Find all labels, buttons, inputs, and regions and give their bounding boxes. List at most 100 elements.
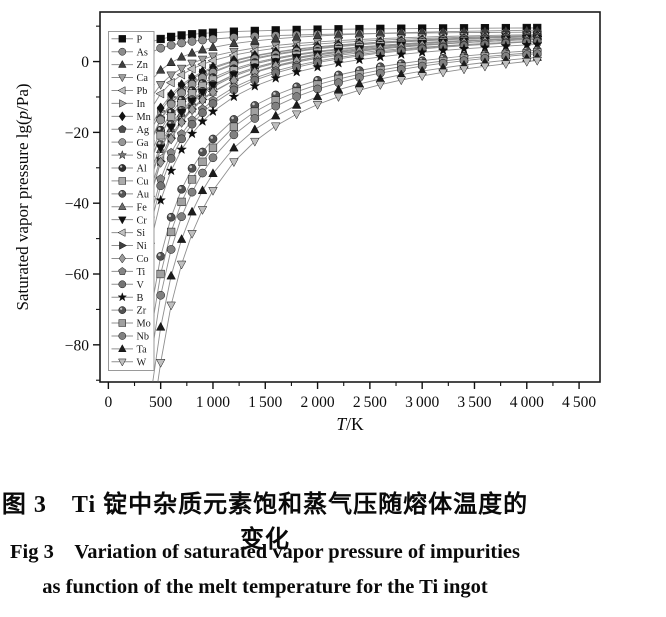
triangle-up-marker bbox=[176, 234, 187, 243]
star-marker bbox=[197, 115, 208, 126]
triangle-left-marker bbox=[117, 86, 126, 95]
circle-marker bbox=[177, 88, 186, 98]
triangle-up-marker bbox=[333, 84, 344, 94]
legend-label: Ta bbox=[137, 344, 148, 355]
circle-marker bbox=[166, 154, 176, 163]
x-tick-label: 2 000 bbox=[301, 394, 335, 411]
plot-frame bbox=[99, 11, 601, 383]
circle-marker bbox=[156, 43, 166, 53]
star-marker bbox=[500, 40, 512, 51]
legend-label: Fe bbox=[137, 202, 148, 213]
triangle-down-marker bbox=[459, 65, 469, 75]
square-marker bbox=[229, 122, 239, 131]
legend-item-P: P bbox=[111, 34, 143, 45]
triangle-down-marker bbox=[208, 187, 218, 196]
pentagon-marker bbox=[118, 267, 127, 275]
triangle-down-marker bbox=[522, 58, 532, 67]
triangle-down-marker bbox=[291, 110, 302, 120]
triangle-down-marker bbox=[197, 55, 208, 65]
legend-item-In: In bbox=[111, 99, 146, 110]
triangle-down-marker bbox=[118, 216, 127, 225]
star-marker bbox=[270, 72, 282, 83]
circle-marker bbox=[208, 34, 218, 44]
circle-marker bbox=[118, 47, 127, 56]
legend-label: Zn bbox=[137, 60, 148, 71]
legend-item-Si: Si bbox=[111, 228, 145, 239]
triangle-down-marker bbox=[187, 97, 197, 107]
legend-label: Cr bbox=[137, 215, 148, 226]
sphere-marker bbox=[166, 212, 176, 222]
diamond-marker bbox=[177, 116, 186, 128]
circle-marker bbox=[156, 181, 166, 191]
triangle-left-marker bbox=[197, 59, 206, 70]
legend-item-Pb: Pb bbox=[111, 86, 147, 97]
star-marker bbox=[312, 61, 324, 72]
legend-item-Fe: Fe bbox=[111, 202, 148, 213]
sphere-marker bbox=[156, 251, 166, 261]
circle-marker bbox=[187, 187, 197, 197]
triangle-down-marker bbox=[166, 123, 176, 133]
triangle-down-marker bbox=[187, 59, 197, 69]
legend-label: Co bbox=[137, 254, 149, 265]
legend-label: Ca bbox=[137, 73, 149, 84]
y-axis-title: Saturated vapor pressure lg(p/Pa) bbox=[13, 83, 32, 310]
triangle-up-marker bbox=[118, 202, 127, 210]
legend-item-Al: Al bbox=[111, 164, 147, 175]
square-marker bbox=[167, 112, 176, 121]
x-tick-label: 500 bbox=[149, 394, 173, 411]
triangle-down-marker bbox=[312, 101, 323, 110]
triangle-down-marker bbox=[176, 260, 187, 270]
x-tick-label: 2 500 bbox=[353, 394, 387, 411]
triangle-down-marker bbox=[354, 86, 365, 96]
diamond-marker bbox=[167, 133, 176, 145]
legend-item-Nb: Nb bbox=[111, 332, 149, 343]
diamond-marker bbox=[188, 104, 197, 116]
star-marker bbox=[395, 48, 407, 60]
legend-label: Zr bbox=[137, 306, 147, 317]
legend-item-Ca: Ca bbox=[111, 73, 149, 84]
star-marker bbox=[437, 44, 449, 56]
triangle-left-marker bbox=[165, 77, 175, 88]
square-marker bbox=[167, 32, 176, 41]
triangle-up-marker bbox=[176, 51, 187, 61]
triangle-left-marker bbox=[117, 228, 126, 237]
x-tick-label: 0 bbox=[104, 394, 112, 411]
circle-marker bbox=[118, 332, 127, 340]
star-marker bbox=[249, 80, 261, 91]
y-tick-label: 0 bbox=[81, 54, 89, 71]
series-Nb bbox=[145, 49, 542, 369]
y-axis: 0 −20 −40 −60 −80 bbox=[65, 25, 100, 381]
sphere-marker bbox=[229, 115, 239, 124]
circle-marker bbox=[187, 36, 197, 46]
triangle-up-marker bbox=[155, 321, 166, 331]
legend-label: In bbox=[137, 99, 146, 110]
legend-item-Ti: Ti bbox=[111, 267, 145, 278]
triangle-down-marker bbox=[480, 62, 490, 72]
square-marker bbox=[156, 131, 165, 140]
triangle-down-marker bbox=[176, 108, 187, 118]
circle-marker bbox=[177, 134, 186, 144]
star-marker bbox=[228, 90, 240, 102]
x-tick-label: 3 500 bbox=[457, 394, 491, 411]
legend-item-Co: Co bbox=[111, 253, 149, 265]
series-W bbox=[155, 57, 542, 382]
triangle-down-marker bbox=[229, 158, 239, 168]
circle-marker bbox=[166, 245, 176, 254]
triangle-up-marker bbox=[187, 206, 197, 216]
triangle-up-marker bbox=[166, 57, 176, 66]
circle-marker bbox=[166, 99, 176, 109]
star-marker bbox=[333, 57, 344, 68]
sphere-marker bbox=[208, 134, 218, 144]
triangle-left-marker bbox=[176, 70, 186, 80]
legend-item-Mn: Mn bbox=[111, 111, 151, 123]
circle-marker bbox=[118, 138, 127, 147]
diamond-marker bbox=[156, 102, 165, 114]
legend-item-Ga: Ga bbox=[111, 138, 149, 149]
square-marker bbox=[156, 34, 165, 44]
legend-label: V bbox=[137, 280, 145, 291]
legend-label: Al bbox=[137, 164, 147, 175]
square-marker bbox=[118, 319, 126, 327]
triangle-right-marker bbox=[119, 99, 128, 108]
legend-item-B: B bbox=[111, 292, 144, 304]
